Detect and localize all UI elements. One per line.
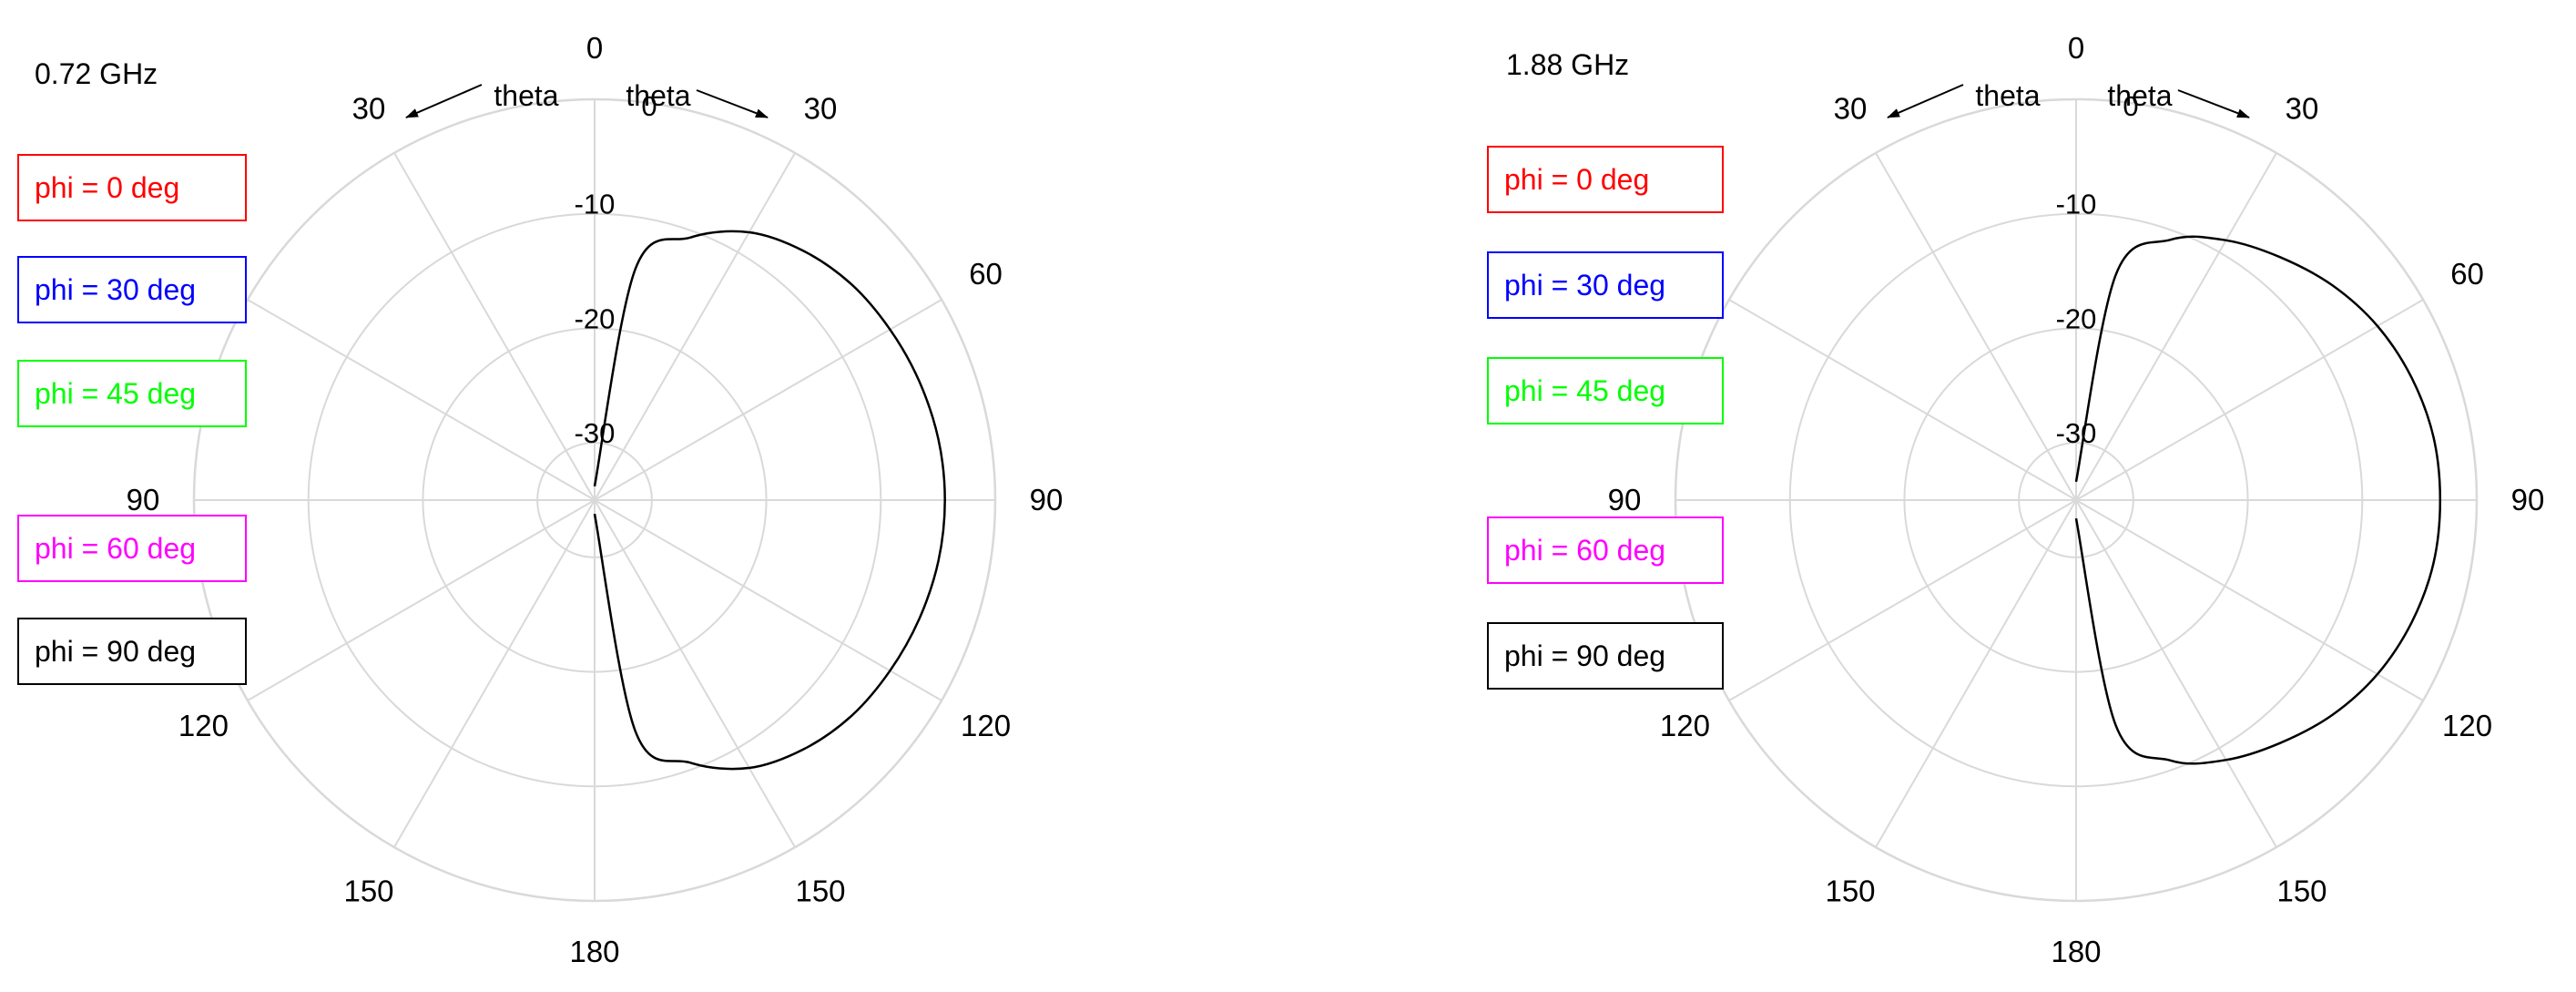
- angle-tick-label: 90: [1608, 483, 1642, 516]
- angle-tick-label: 30: [1834, 91, 1868, 125]
- legend-label: phi = 30 deg: [1504, 269, 1665, 302]
- polar-spoke: [2075, 299, 2424, 501]
- radial-tick-label: -30: [575, 417, 616, 449]
- legend-box: [1487, 251, 1724, 319]
- polar-spoke: [594, 499, 942, 701]
- angle-tick-label: 120: [178, 709, 229, 742]
- polar-spoke: [247, 499, 596, 701]
- polar-spoke: [594, 299, 942, 501]
- radial-tick-label: 0: [2123, 90, 2138, 122]
- radial-tick-label: -20: [575, 302, 616, 334]
- arrow-right-icon: [696, 89, 769, 118]
- radial-tick-label: 0: [641, 90, 657, 122]
- angle-tick-label: 150: [2276, 874, 2327, 908]
- polar-spoke: [393, 152, 596, 501]
- legend-box: [1487, 516, 1724, 584]
- legend-label: phi = 0 deg: [35, 171, 179, 204]
- radiation-pattern-series-1: [2074, 235, 2442, 765]
- radial-tick-label: -10: [575, 189, 616, 220]
- polar-spoke: [594, 152, 796, 501]
- theta-label-left: theta: [1975, 79, 2040, 112]
- arrow-right-icon: [2177, 89, 2250, 118]
- angle-tick-label: 120: [2442, 709, 2492, 742]
- polar-spoke: [2075, 499, 2424, 701]
- polar-spoke: [2075, 499, 2277, 848]
- legend-label: phi = 90 deg: [1504, 639, 1665, 672]
- angle-tick-label: 120: [961, 709, 1011, 742]
- polar-chart-2: 03060901201501801501209060300-10-20-30th…: [1487, 31, 2545, 968]
- polar-spoke: [247, 299, 596, 501]
- radial-tick-label: -30: [2056, 417, 2097, 449]
- legend-box: [1487, 357, 1724, 424]
- chart-title: 0.72 GHz: [35, 57, 158, 90]
- angle-tick-label: 90: [2511, 483, 2545, 516]
- radiation-pattern-series-1: [593, 230, 946, 771]
- angle-tick-label: 30: [352, 91, 386, 125]
- legend-box: [17, 154, 247, 221]
- theta-label-left: theta: [494, 79, 558, 112]
- polar-spoke: [594, 499, 796, 848]
- angle-tick-label: 180: [2051, 935, 2101, 968]
- angle-tick-label: 150: [795, 874, 845, 908]
- angle-tick-label: 30: [804, 91, 838, 125]
- legend-box: [17, 256, 247, 323]
- legend-label: phi = 45 deg: [35, 377, 196, 410]
- legend-label: phi = 0 deg: [1504, 163, 1649, 196]
- angle-tick-label: 60: [2450, 257, 2484, 291]
- legend-box: [1487, 622, 1724, 690]
- legend-box: [1487, 146, 1724, 213]
- radial-tick-label: -20: [2056, 302, 2097, 334]
- legend-box: [17, 360, 247, 427]
- arrow-left-icon: [405, 84, 483, 118]
- angle-tick-label: 150: [343, 874, 393, 908]
- angle-tick-label: 180: [569, 935, 619, 968]
- polar-spoke: [1728, 499, 2077, 701]
- polar-spoke: [1875, 152, 2077, 501]
- radial-tick-label: -10: [2056, 189, 2097, 220]
- legend-box: [17, 618, 247, 685]
- angle-tick-label: 0: [2068, 31, 2084, 65]
- polar-chart-1: 03060901201501801501209060300-10-20-30th…: [17, 31, 1064, 968]
- angle-tick-label: 30: [2286, 91, 2319, 125]
- theta-label-right: theta: [626, 79, 690, 112]
- legend-box: [17, 515, 247, 582]
- polar-spoke: [1728, 299, 2077, 501]
- legend-label: phi = 60 deg: [35, 532, 196, 565]
- angle-tick-label: 90: [127, 483, 160, 516]
- polar-spoke: [393, 499, 596, 848]
- legend-label: phi = 90 deg: [35, 635, 196, 668]
- polar-spoke: [1875, 499, 2077, 848]
- polar-spoke: [2075, 152, 2277, 501]
- arrow-left-icon: [1887, 84, 1964, 118]
- angle-tick-label: 150: [1825, 874, 1875, 908]
- legend-label: phi = 30 deg: [35, 273, 196, 306]
- chart-title: 1.88 GHz: [1506, 48, 1629, 81]
- angle-tick-label: 0: [586, 31, 603, 65]
- angle-tick-label: 120: [1660, 709, 1710, 742]
- legend-label: phi = 60 deg: [1504, 534, 1665, 567]
- angle-tick-label: 60: [969, 257, 1003, 291]
- angle-tick-label: 90: [1030, 483, 1064, 516]
- legend-label: phi = 45 deg: [1504, 374, 1665, 407]
- theta-label-right: theta: [2107, 79, 2172, 112]
